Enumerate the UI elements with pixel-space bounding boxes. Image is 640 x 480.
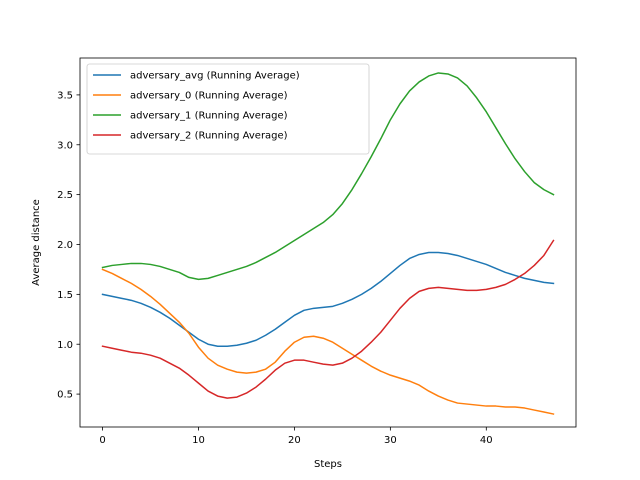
y-tick-label: 2.0 [57, 240, 73, 251]
y-tick-label: 1.5 [57, 290, 73, 301]
series-line-3 [101, 239, 555, 399]
plot-frame [79, 57, 577, 428]
series-line-1 [101, 268, 555, 415]
y-tick-label: 0.5 [57, 390, 73, 401]
series-line-2 [101, 72, 555, 281]
legend-label-3: adversary_2 (Running Average) [130, 131, 288, 142]
y-tick-label: 1.0 [57, 340, 73, 351]
legend-label-1: adversary_0 (Running Average) [130, 91, 288, 102]
legend-label-2: adversary_1 (Running Average) [130, 111, 288, 122]
y-tick-label: 2.5 [57, 190, 73, 201]
x-tick-label: 40 [480, 435, 493, 446]
x-axis-label: Steps [314, 459, 342, 470]
x-axis: 0 10 20 30 40 [99, 427, 493, 446]
legend: adversary_avg (Running Average) adversary… [86, 63, 370, 155]
y-axis-label: Average distance [31, 199, 42, 286]
x-tick-label: 0 [99, 435, 105, 446]
series-layer [101, 72, 555, 415]
y-axis: 0.5 1.0 1.5 2.0 2.5 3.0 3.5 [57, 91, 80, 401]
y-tick-label: 3.5 [57, 91, 73, 102]
x-tick-label: 30 [384, 435, 397, 446]
legend-box [86, 63, 370, 155]
x-tick-label: 20 [288, 435, 301, 446]
legend-label-0: adversary_avg (Running Average) [130, 71, 300, 82]
series-line-0 [101, 251, 555, 347]
y-tick-label: 3.0 [57, 140, 73, 151]
x-tick-label: 10 [192, 435, 205, 446]
